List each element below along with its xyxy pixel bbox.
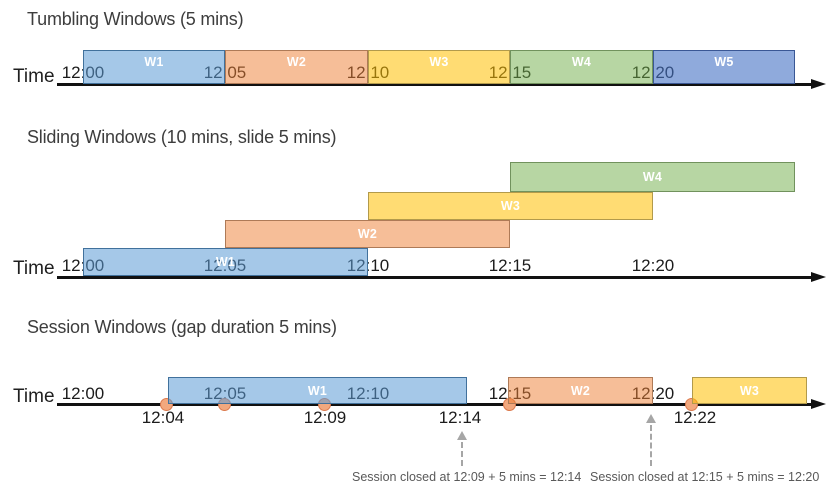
event-label-1222: 12:22 — [673, 408, 717, 427]
window-label: W5 — [714, 55, 734, 69]
window-label: W4 — [571, 55, 592, 69]
tumbling-window-w5: W5 — [653, 50, 795, 84]
session-section-title: Session Windows (gap duration 5 mins) — [27, 317, 337, 337]
window-label: W4 — [642, 170, 663, 184]
sliding-window-w1: W1 — [83, 248, 368, 276]
window-label: W2 — [357, 227, 378, 241]
callout-dashed-line — [650, 425, 652, 466]
sliding-axis-line — [57, 276, 814, 279]
sliding-tick-1220: 12:20 — [631, 256, 675, 275]
window-label: W3 — [739, 383, 760, 398]
sliding-axis-arrowhead-icon — [811, 271, 826, 282]
session-window-w3: W3 — [692, 377, 807, 404]
session-tick-1200: 12:00 — [61, 384, 105, 403]
callout-arrow-up-icon — [457, 431, 467, 440]
tumbling-window-w1: W1 — [83, 50, 225, 84]
sliding-section-title: Sliding Windows (10 mins, slide 5 mins) — [27, 127, 337, 147]
session-closed-annotation-1: Session closed at 12:09 + 5 mins = 12:14 — [352, 470, 582, 484]
session-window-w2: W2 — [508, 377, 653, 404]
tumbling-time-axis-label: Time — [13, 66, 55, 87]
window-label: W3 — [500, 199, 521, 213]
window-label: W2 — [286, 55, 307, 69]
tumbling-window-w4: W4 — [510, 50, 653, 84]
window-label: W1 — [215, 255, 236, 269]
sliding-window-w2: W2 — [225, 220, 510, 248]
window-label: W3 — [429, 55, 449, 69]
window-label: W1 — [144, 55, 164, 69]
event-label-1204: 12:04 — [141, 408, 185, 427]
window-label: W1 — [307, 383, 328, 398]
tumbling-window-w2: W2 — [225, 50, 368, 84]
sliding-time-axis-label: Time — [13, 258, 55, 279]
callout-arrow-up-icon — [646, 414, 656, 423]
window-label: W2 — [570, 383, 591, 398]
tumbling-axis-arrowhead-icon — [811, 78, 826, 89]
session-window-w1: W1 — [168, 377, 467, 404]
tumbling-window-w3: W3 — [368, 50, 510, 84]
sliding-tick-1215: 12:15 — [488, 256, 532, 275]
session-closed-annotation-2: Session closed at 12:15 + 5 mins = 12:20 — [590, 470, 820, 484]
session-axis-arrowhead-icon — [811, 398, 826, 409]
sliding-window-w3: W3 — [368, 192, 653, 220]
session-axis-line — [57, 403, 814, 406]
tumbling-axis-line — [57, 83, 814, 86]
tumbling-section-title: Tumbling Windows (5 mins) — [27, 9, 244, 29]
event-label-1214: 12:14 — [438, 408, 482, 427]
sliding-window-w4: W4 — [510, 162, 795, 192]
session-time-axis-label: Time — [13, 386, 55, 407]
event-label-1209: 12:09 — [303, 408, 347, 427]
callout-dashed-line — [461, 442, 463, 466]
